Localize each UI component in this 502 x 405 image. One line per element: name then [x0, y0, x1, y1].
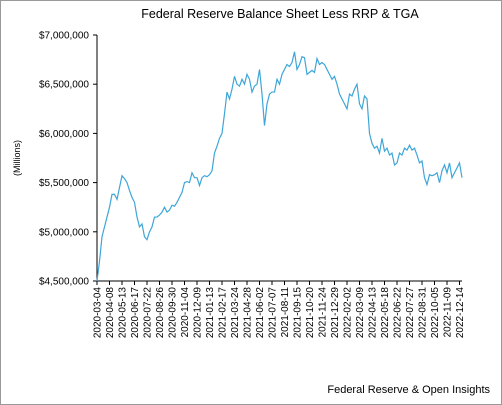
x-tick-label: 2020-11-04 [180, 287, 191, 338]
x-tick-label: 2022-11-09 [443, 287, 454, 338]
x-tick-label: 2021-06-02 [255, 287, 266, 339]
y-tick-label: $6,000,000 [39, 129, 89, 140]
y-axis-label: (Millions) [12, 140, 22, 176]
x-tick-label: 2020-12-09 [193, 287, 204, 339]
x-tick-label: 2021-03-24 [230, 287, 241, 339]
x-tick-label: 2022-12-14 [455, 287, 466, 339]
x-tick-label: 2021-12-29 [330, 287, 341, 339]
y-tick-label: $6,500,000 [39, 80, 89, 91]
y-tick-label: $5,000,000 [39, 227, 89, 238]
y-tick-label: $7,000,000 [39, 31, 89, 42]
x-tick-label: 2021-10-20 [305, 287, 316, 339]
x-tick-label: 2020-08-26 [155, 287, 166, 339]
x-tick-label: 2022-06-22 [393, 287, 404, 339]
x-tick-label: 2021-11-24 [318, 287, 329, 338]
x-tick-label: 2020-09-30 [168, 287, 179, 339]
x-tick-label: 2022-03-09 [355, 287, 366, 339]
x-tick-label: 2021-07-07 [268, 287, 279, 339]
x-tick-label: 2021-01-13 [205, 287, 216, 339]
x-tick-label: 2021-09-15 [293, 287, 304, 339]
x-tick-label: 2020-04-08 [105, 287, 116, 339]
y-tick-label: $5,500,000 [39, 178, 89, 189]
x-tick-label: 2022-02-02 [343, 287, 354, 339]
x-tick-label: 2022-08-31 [418, 287, 429, 339]
x-tick-label: 2022-05-18 [380, 287, 391, 339]
chart-title: Federal Reserve Balance Sheet Less RRP &… [141, 7, 419, 21]
x-tick-label: 2020-03-04 [93, 287, 104, 339]
x-tick-label: 2022-04-13 [368, 287, 379, 339]
y-tick-label: $4,500,000 [39, 277, 89, 288]
x-tick-label: 2020-07-22 [143, 287, 154, 339]
data-line [96, 51, 463, 282]
x-tick-label: 2021-04-28 [243, 287, 254, 339]
x-tick-label: 2020-06-17 [130, 287, 141, 339]
x-tick-label: 2022-10-05 [430, 287, 441, 339]
source-note: Federal Reserve & Open Insights [327, 384, 490, 396]
x-tick-label: 2022-07-27 [405, 287, 416, 339]
x-tick-label: 2021-02-17 [218, 287, 229, 339]
x-tick-label: 2021-08-11 [280, 287, 291, 338]
x-tick-label: 2020-05-13 [118, 287, 129, 339]
